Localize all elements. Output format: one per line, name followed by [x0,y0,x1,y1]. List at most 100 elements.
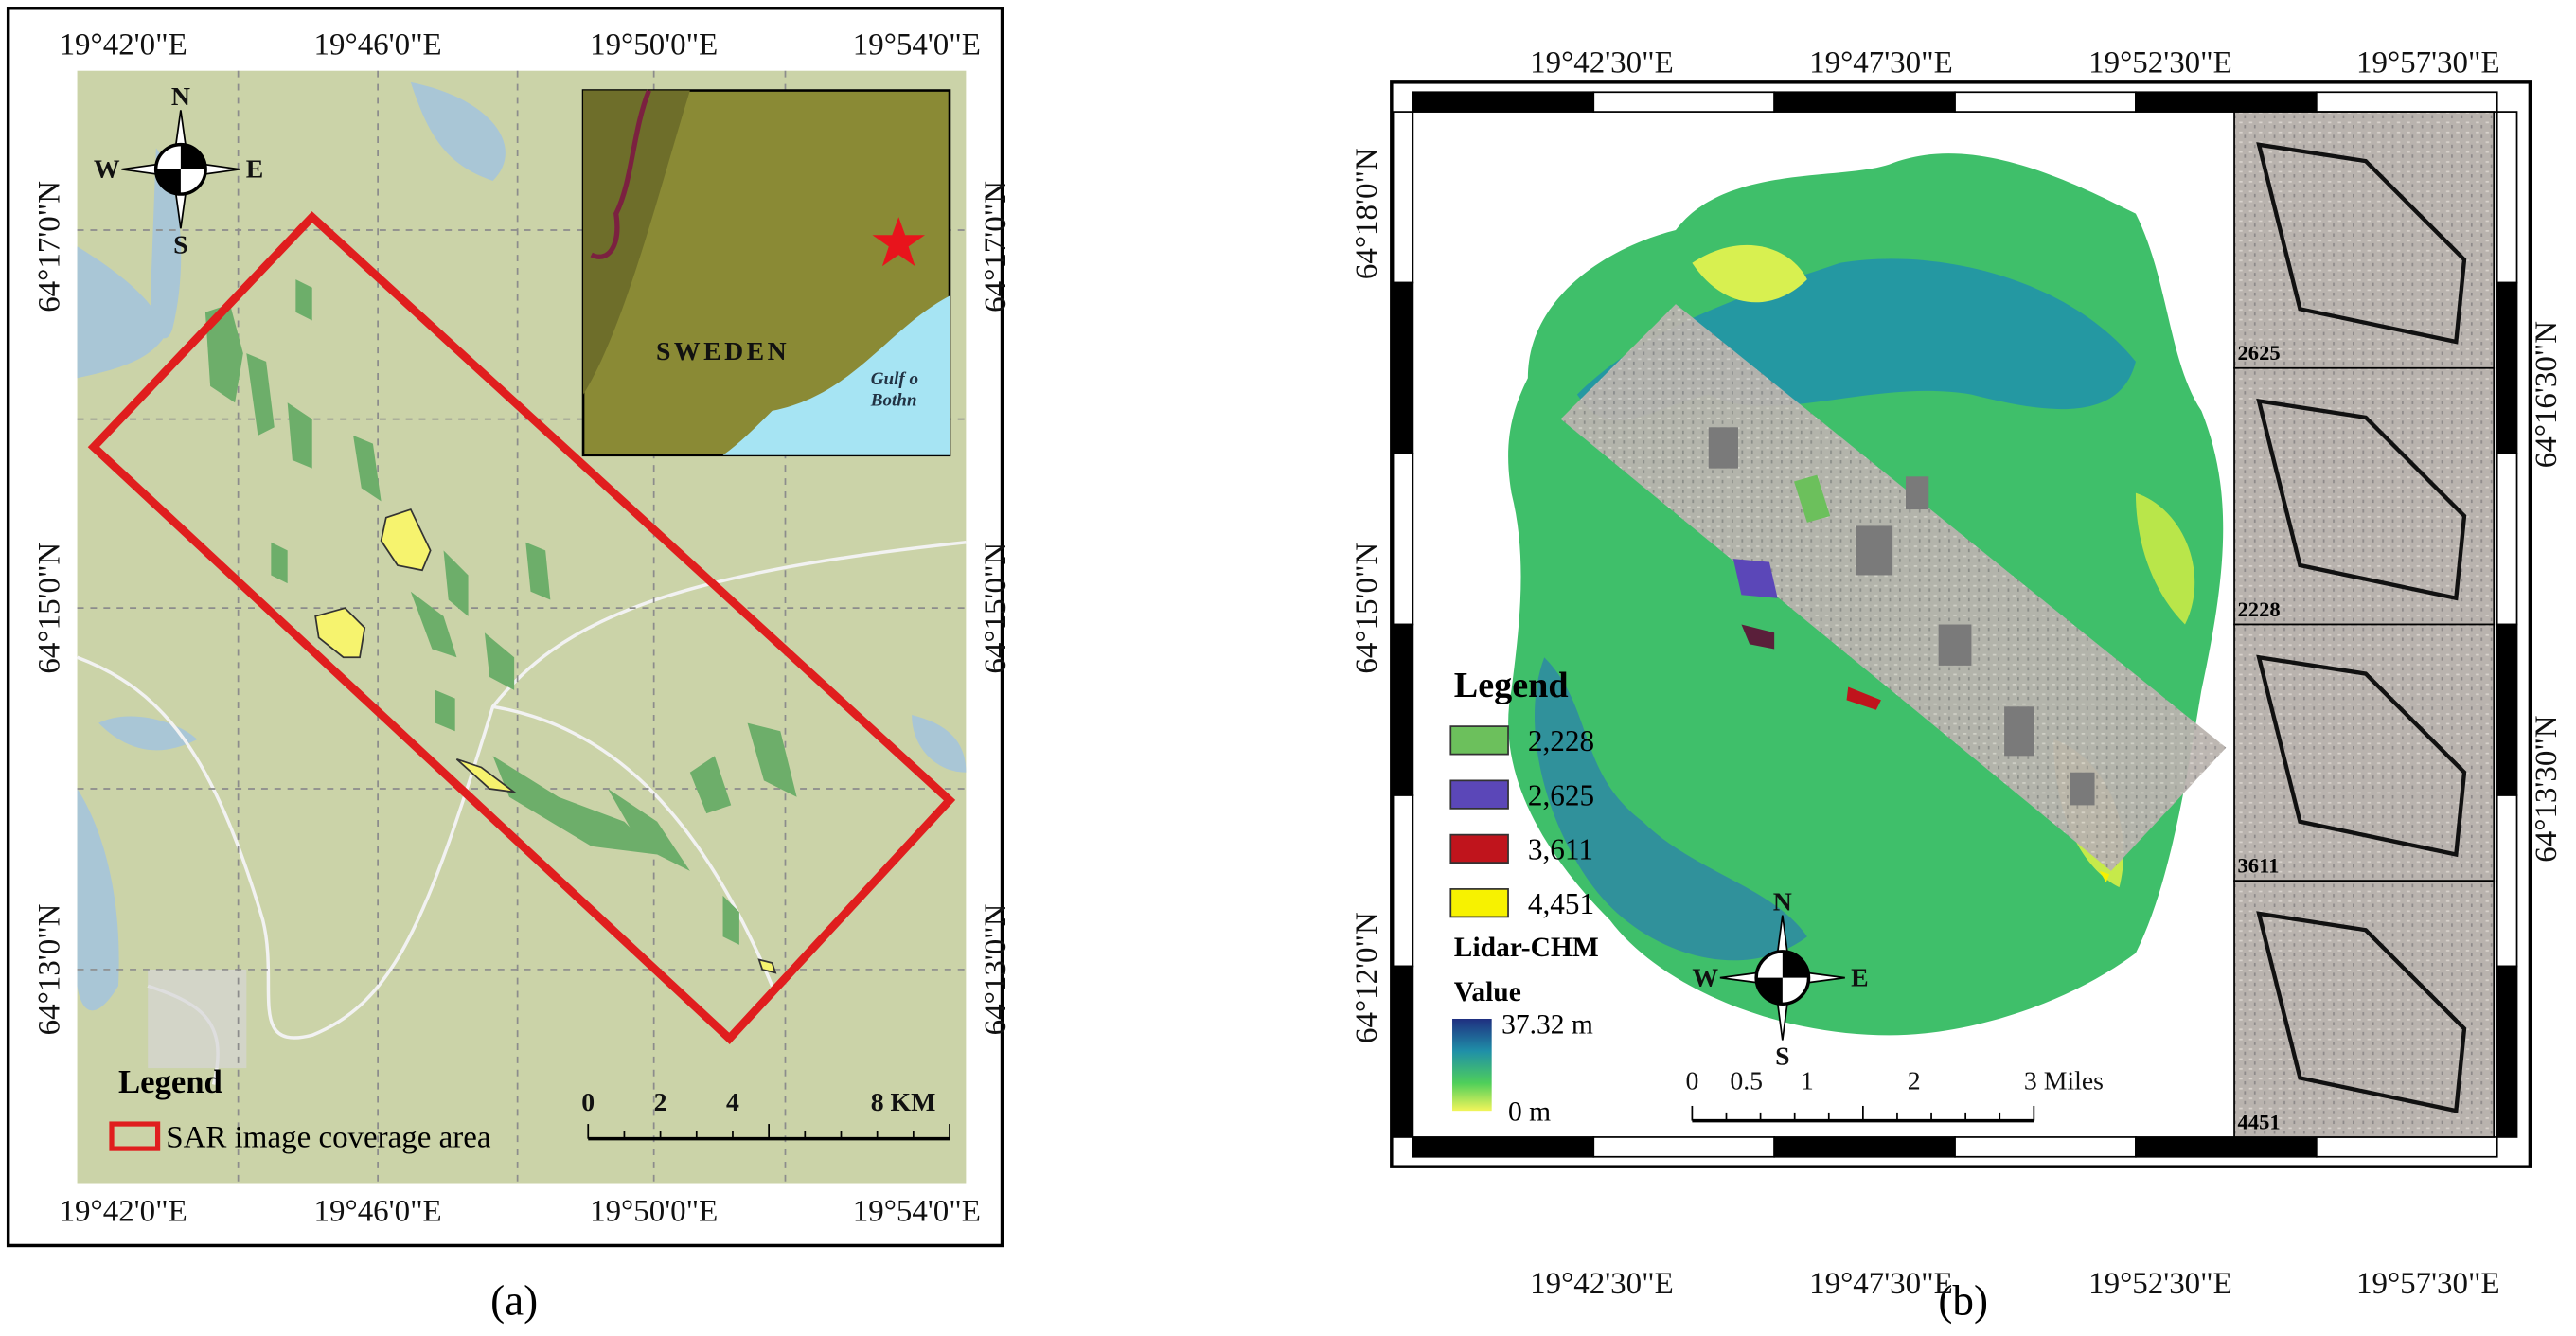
border-seg [1392,111,1414,284]
compass: N S W E [1692,887,1868,1071]
inset-image [2233,366,2496,626]
reference-stands [314,508,777,974]
top-coord: 19°42'30"E [1530,45,1674,80]
inset-label: 4451 [2238,1110,2281,1133]
compass-n: N [171,82,190,112]
border-seg [1773,91,1956,113]
legend-label: 2,625 [1528,778,1594,811]
inset-outline [2256,398,2467,601]
town [148,969,247,1069]
right-coord: 64°15'0"N [979,543,1013,674]
inset-outline [2256,654,2467,858]
legend-label: SAR image coverage area [166,1120,491,1154]
scale-label: 0 [1685,1067,1698,1096]
scale-label: 0.5 [1730,1067,1763,1096]
border-seg [2135,1136,2318,1158]
compass-fill [1756,951,1809,1005]
scale-label: 0 [581,1088,595,1117]
compass-w: W [94,155,120,185]
ramp-high: 37.32 m [1501,1010,1593,1041]
legend-label: 4,451 [1528,887,1594,920]
chm-ramp [1452,1018,1492,1112]
right-coord: 64°13'0"N [979,903,1013,1035]
bottom-coord: 19°57'30"E [2356,1267,2500,1301]
top-coord: 19°57'30"E [2356,45,2500,80]
lakes [77,81,967,1011]
inset-outline [2256,911,2467,1113]
inset-label: 3611 [2238,854,2280,878]
legend-swatch [1449,833,1509,864]
inset-sea: Gulf o [871,369,918,389]
border-seg [1954,1136,2137,1158]
legend-label: 2,228 [1528,724,1594,757]
top-coord: 19°50'0"E [590,27,718,62]
legend-swatch [1449,725,1509,756]
border-seg [2496,281,2518,454]
bottom-coord: 19°54'0"E [853,1194,981,1228]
border-seg [1392,281,1414,454]
bottom-coord: 19°42'30"E [1530,1267,1674,1301]
left-coord: 64°13'0"N [32,903,66,1035]
border-seg [1592,91,1776,113]
border-seg [1392,453,1414,626]
stands-b [1708,427,2110,882]
top-coord: 19°42'0"E [60,27,187,62]
bottom-coord: 19°46'0"E [314,1194,442,1228]
map-border [1392,91,2518,1158]
legend: 2,228 2,625 3,611 4,451 [1449,724,1594,920]
inset-label: 2625 [2238,341,2281,365]
scale-bar: 0 0.5 1 2 3 Miles [1685,1067,2104,1123]
right-coord: 64°13'30"N [2530,715,2564,862]
legend-title: Legend [118,1063,222,1100]
left-coord: 64°12'0"N [1350,912,1384,1043]
border-seg [1392,794,1414,968]
border-seg [2496,453,2518,626]
scale-label: 4 [726,1088,739,1117]
bottom-coord: 19°50'0"E [590,1194,718,1228]
scale-label: 1 [1801,1067,1814,1096]
compass-n: N [1773,887,1792,917]
caption: (a) [490,1276,538,1324]
border-seg [1773,1136,1956,1158]
border-seg [1412,1136,1595,1158]
legend-swatch [1449,779,1509,810]
top-coord: 19°47'30"E [1809,45,1953,80]
compass-w: W [1692,963,1718,992]
top-coord: 19°54'0"E [853,27,981,62]
inset: SWEDEN Gulf o Bothn [581,89,951,457]
border-seg [2496,111,2518,284]
compass-e: E [1851,963,1869,992]
right-coord: 64°16'30"N [2530,321,2564,468]
right-coord: 64°17'0"N [979,181,1013,312]
inset-outline [2256,142,2467,345]
compass-s: S [173,230,187,259]
border-seg [1954,91,2137,113]
left-coord: 64°18'0"N [1350,148,1384,279]
insets: 2625 2228 3611 4451 [2233,111,2496,1138]
top-coord: 19°52'30"E [2088,45,2232,80]
left-coord: 64°17'0"N [32,181,66,312]
sar-coverage [87,211,956,1044]
legend-swatch [109,1121,161,1151]
scale-label: 2 [1908,1067,1921,1096]
scale-bar: 0 2 4 8 KM [581,1088,950,1141]
inset-country: SWEDEN [656,337,790,366]
inset-image [2233,880,2496,1138]
inset-sea: Bothn [870,391,917,411]
compass-s: S [1775,1042,1789,1072]
scale-label: 2 [654,1088,667,1117]
border-seg [1592,1136,1776,1158]
border-seg [1392,623,1414,796]
left-coord: 64°15'0"N [1350,543,1384,674]
inset-image [2233,623,2496,882]
border-seg [2496,623,2518,796]
border-seg [1412,91,1595,113]
top-coord: 19°46'0"E [314,27,442,62]
compass: N S W E [94,82,263,259]
legend-label: 3,611 [1528,833,1593,866]
bottom-coord: 19°52'30"E [2088,1267,2232,1301]
border-seg [1392,965,1414,1138]
legend-title: Legend [1454,666,1569,705]
